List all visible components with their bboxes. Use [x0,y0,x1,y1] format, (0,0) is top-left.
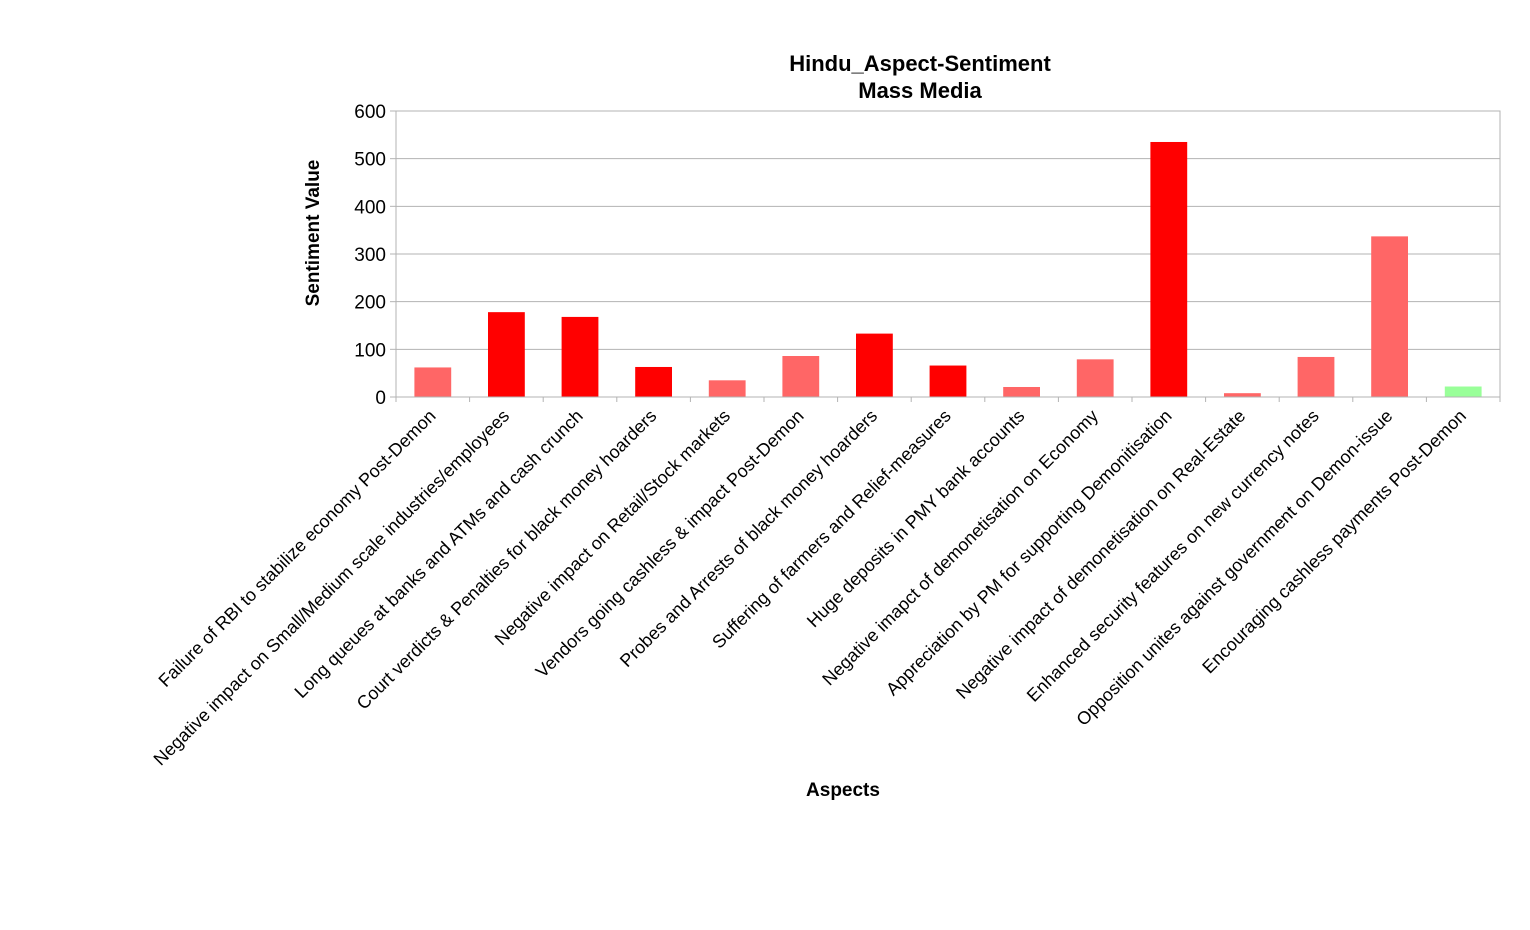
bar [929,365,967,397]
bar [1444,386,1482,397]
y-tick-label: 300 [354,245,386,266]
y-axis-label: Sentiment Value [303,160,324,307]
bar [708,380,746,397]
y-tick-label: 0 [375,388,386,409]
x-tick-label: Failure of RBI to stabilize economy Post… [155,406,440,691]
bar [782,356,820,397]
y-tick-label: 600 [354,102,386,123]
plot-frame [395,110,1501,398]
bar [561,316,599,397]
bar [1003,386,1040,397]
x-tick-label: Negative imapct of demonetisation on Eco… [818,406,1102,690]
bar [1076,359,1114,397]
bar [1297,356,1335,397]
y-tick-label: 400 [354,197,386,218]
x-tick-label: Vendors going cashless & impact Post-Dem… [532,406,808,682]
x-axis-ticks: Failure of RBI to stabilize economy Post… [150,397,1501,770]
y-tick-label: 500 [354,150,386,171]
y-axis-ticks: 0 100 200 300 400 500 600 [354,102,396,409]
x-tick-label: Negative impact on Small/Medium scale in… [150,406,514,770]
x-axis-label: Aspects [806,780,880,801]
bar [414,367,452,397]
y-tick-label: 200 [354,293,386,314]
y-tick-label: 100 [354,340,386,361]
axes [395,110,1501,398]
x-tick-label: Encouraging cashless payments Post-Demon [1198,406,1470,678]
x-tick-label: Probes and Arrests of black money hoarde… [616,406,881,671]
bar [1371,236,1408,397]
bar [635,366,672,397]
chart-title: Hindu_Aspect-Sentiment [789,51,1051,76]
bar [856,333,893,397]
bar [488,312,525,397]
grid-lines [396,110,1500,350]
chart-subtitle: Mass Media [858,78,982,103]
bar [1224,393,1261,397]
bars [414,141,1482,397]
bar [1150,141,1188,397]
